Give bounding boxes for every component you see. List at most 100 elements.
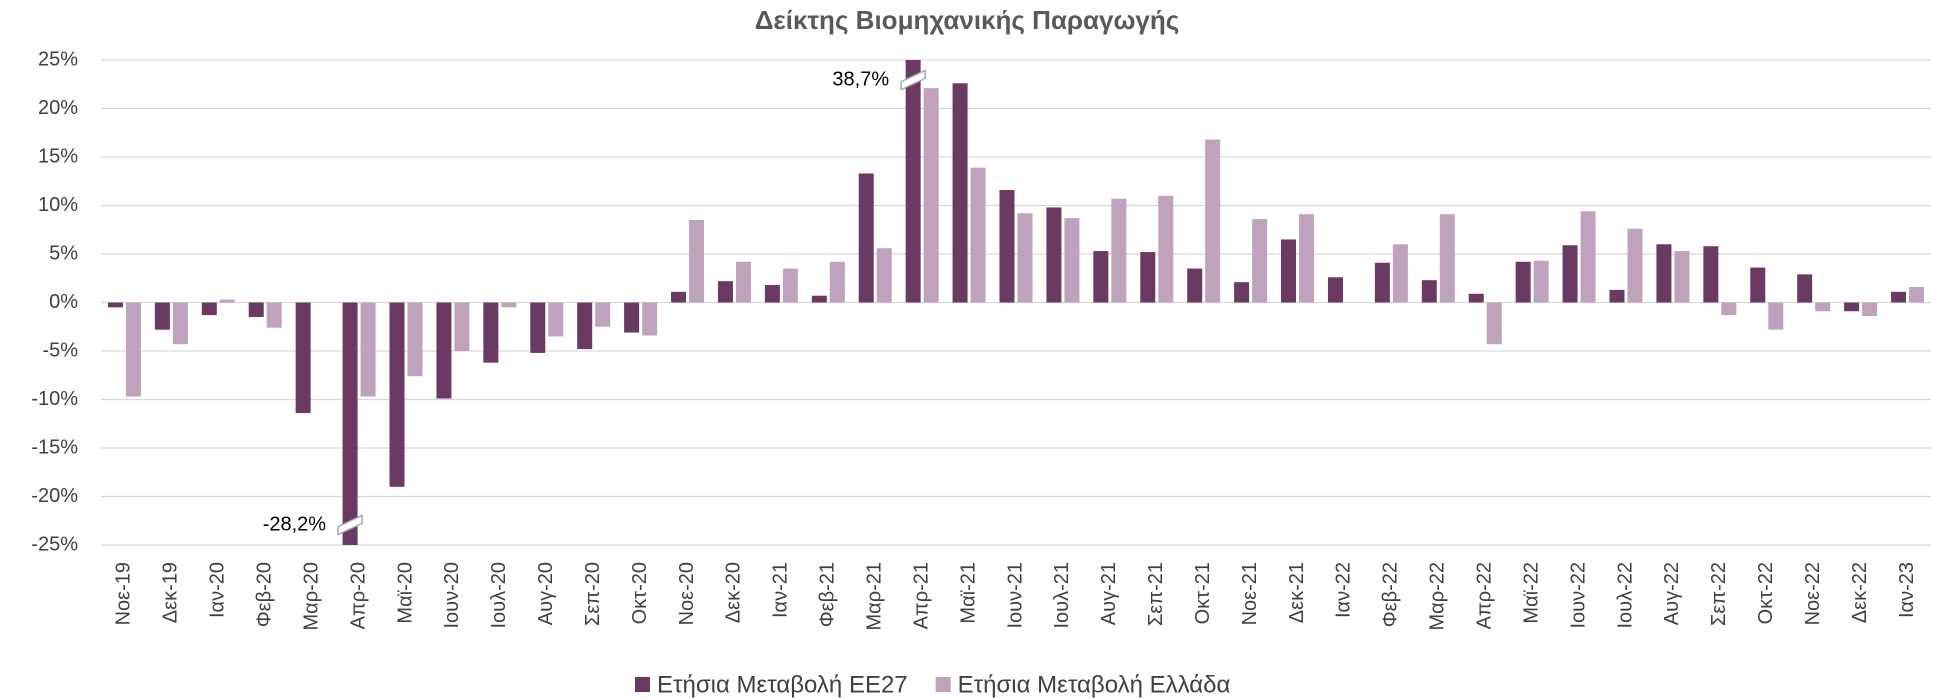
bar bbox=[1609, 289, 1625, 303]
x-tick-label: Ιουλ-21 bbox=[1051, 562, 1073, 629]
bar bbox=[782, 268, 798, 303]
grid: -25% -20% -15% -10% -5% 0% 5% 10% 15% 20% 25% Νοε-1… bbox=[31, 48, 1931, 631]
chart-title: Δείκτης Βιομηχανικής Παραγωγής bbox=[755, 5, 1180, 35]
x-tick-label: Ιουν-22 bbox=[1567, 562, 1589, 629]
y-tick-label: -20% bbox=[31, 485, 78, 507]
legend-label: Ετήσια Μεταβολή Ελλάδα bbox=[958, 671, 1231, 698]
x-tick-label: Σεπ-20 bbox=[582, 562, 604, 626]
bar bbox=[1750, 267, 1766, 303]
bar bbox=[1234, 282, 1250, 303]
bar bbox=[454, 302, 470, 351]
axis-break bbox=[900, 69, 926, 91]
legend-swatch bbox=[635, 677, 650, 692]
bar bbox=[248, 302, 264, 318]
bar bbox=[876, 248, 892, 303]
bar bbox=[671, 291, 687, 303]
bar bbox=[1093, 251, 1109, 303]
legend-swatch bbox=[935, 677, 951, 692]
bar bbox=[407, 302, 423, 377]
bar bbox=[266, 302, 282, 328]
bar bbox=[1562, 245, 1578, 303]
x-tick-label: Νοε-21 bbox=[1239, 562, 1261, 625]
bar bbox=[577, 302, 593, 350]
bar bbox=[1017, 213, 1033, 303]
bar bbox=[295, 302, 311, 414]
x-tick-label: Μαρ-22 bbox=[1427, 562, 1449, 631]
x-tick-label: Ιουν-21 bbox=[1004, 562, 1026, 629]
bar bbox=[1252, 219, 1268, 303]
x-tick-label: Νοε-22 bbox=[1802, 562, 1824, 625]
bar bbox=[1111, 198, 1127, 303]
y-tick-label: 10% bbox=[38, 194, 78, 216]
bar bbox=[154, 302, 170, 330]
x-tick-label: Μαϊ-21 bbox=[957, 562, 979, 624]
bar bbox=[905, 60, 921, 303]
x-tick-label: Ιαν-22 bbox=[1333, 562, 1355, 618]
x-tick-label: Απρ-20 bbox=[347, 562, 369, 629]
bar bbox=[1187, 268, 1203, 303]
bar bbox=[360, 302, 376, 397]
x-tick-label: Σεπ-21 bbox=[1145, 562, 1167, 626]
bar bbox=[1674, 251, 1690, 303]
axis-break bbox=[337, 514, 363, 536]
data-label: 38,7% bbox=[832, 68, 889, 90]
data-label: -28,2% bbox=[263, 513, 327, 535]
x-tick-label: Οκτ-22 bbox=[1755, 562, 1777, 624]
x-tick-label: Οκτ-20 bbox=[629, 562, 651, 624]
bar bbox=[201, 302, 217, 316]
bar bbox=[1815, 302, 1831, 312]
bar bbox=[811, 295, 827, 303]
bar bbox=[595, 302, 611, 327]
y-tick-label: 5% bbox=[49, 242, 78, 264]
bar bbox=[923, 88, 939, 303]
bar bbox=[1862, 302, 1878, 317]
bar bbox=[1299, 214, 1315, 303]
x-tick-label: Μαϊ-22 bbox=[1520, 562, 1542, 624]
bar bbox=[1327, 277, 1343, 303]
x-tick-label: Απρ-21 bbox=[910, 562, 932, 629]
bar bbox=[952, 83, 968, 303]
bar bbox=[1656, 244, 1672, 303]
bar bbox=[1533, 260, 1549, 303]
x-tick-label: Νοε-20 bbox=[676, 562, 698, 625]
bar bbox=[1515, 261, 1531, 303]
bar bbox=[1046, 207, 1062, 303]
x-tick-label: Νοε-19 bbox=[113, 562, 135, 625]
bar bbox=[1721, 302, 1737, 316]
bar bbox=[1140, 252, 1156, 303]
legend-label: Ετήσια Μεταβολή ΕΕ27 bbox=[657, 671, 908, 698]
bar bbox=[1797, 274, 1813, 303]
x-tick-label: Ιουλ-22 bbox=[1614, 562, 1636, 629]
x-tick-label: Αυγ-22 bbox=[1661, 562, 1683, 625]
y-tick-label: -5% bbox=[42, 339, 78, 361]
x-tick-label: Δεκ-19 bbox=[160, 562, 182, 623]
bar bbox=[1844, 302, 1860, 312]
bar bbox=[125, 302, 141, 397]
x-tick-label: Δεκ-20 bbox=[723, 562, 745, 623]
x-tick-label: Φεβ-20 bbox=[254, 562, 276, 627]
bar bbox=[624, 302, 640, 333]
bar bbox=[1439, 214, 1455, 303]
bar bbox=[1627, 228, 1643, 303]
x-tick-label: Αυγ-21 bbox=[1098, 562, 1120, 625]
x-tick-label: Μαρ-21 bbox=[864, 562, 886, 631]
x-tick-label: Σεπ-22 bbox=[1708, 562, 1730, 626]
x-tick-label: Απρ-22 bbox=[1474, 562, 1496, 629]
x-tick-label: Ιουν-20 bbox=[441, 562, 463, 629]
x-tick-label: Μαρ-20 bbox=[300, 562, 322, 631]
bar bbox=[999, 189, 1015, 303]
bar bbox=[548, 302, 564, 337]
bar bbox=[219, 299, 235, 303]
x-tick-label: Ιουλ-20 bbox=[488, 562, 510, 629]
bar bbox=[1891, 291, 1907, 303]
bar bbox=[1703, 246, 1719, 303]
bar bbox=[735, 261, 751, 303]
bar bbox=[642, 302, 658, 336]
y-tick-label: 20% bbox=[38, 97, 78, 119]
bar bbox=[1486, 302, 1502, 345]
y-tick-label: 0% bbox=[49, 291, 78, 313]
bar bbox=[501, 302, 517, 308]
x-tick-label: Δεκ-22 bbox=[1849, 562, 1871, 623]
y-tick-label: -10% bbox=[31, 388, 78, 410]
